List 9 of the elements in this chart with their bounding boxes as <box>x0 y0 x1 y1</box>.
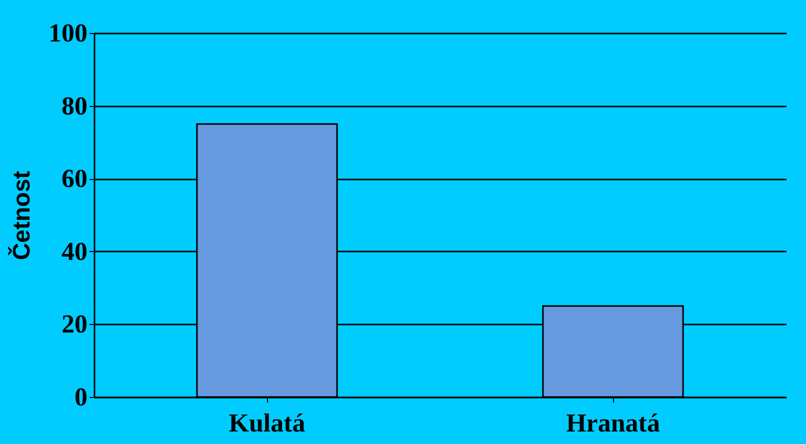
y-tick-label: 100 <box>48 18 88 48</box>
y-tick-label: 20 <box>62 310 88 339</box>
x-tick-label: Hranatá <box>566 408 660 438</box>
y-tick-label: 40 <box>62 236 88 266</box>
y-tick-label: 80 <box>62 91 88 120</box>
x-tick-label: Kulatá <box>228 408 306 438</box>
y-tick-label: 0 <box>74 382 88 412</box>
y-tick-label: 60 <box>62 164 88 194</box>
y-axis-title: Četnost <box>8 170 36 260</box>
